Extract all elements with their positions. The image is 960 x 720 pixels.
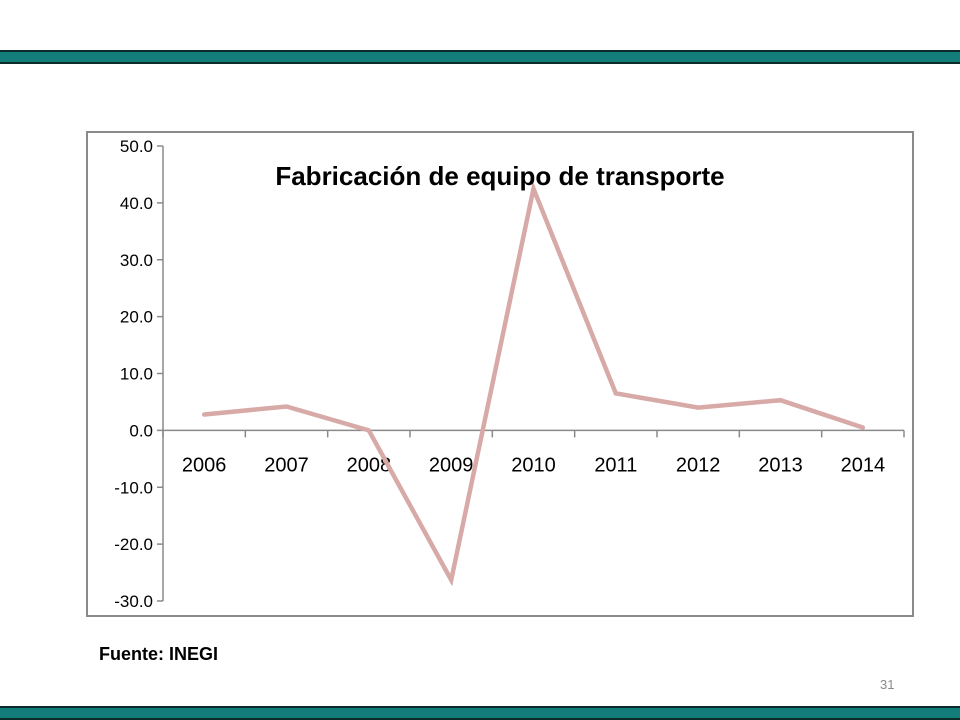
chart-title: Fabricación de equipo de transporte [275, 161, 724, 191]
page-number: 31 [880, 677, 895, 692]
y-tick-label: 40.0 [120, 194, 153, 213]
x-tick-label: 2009 [429, 454, 474, 476]
y-tick-label: 0.0 [129, 421, 153, 440]
series-line-0 [201, 180, 866, 587]
series-lines [201, 180, 866, 587]
y-tick-label: 10.0 [120, 365, 153, 384]
x-tick-label: 2014 [841, 454, 886, 476]
x-tick-label: 2008 [347, 454, 392, 476]
y-tick-label: -30.0 [114, 592, 153, 611]
x-axis: 2006 2007 2008 2009 2010 2011 2012 2013 2014 [162, 429, 905, 476]
y-tick-label: 30.0 [120, 251, 153, 270]
y-axis: 50.0 40.0 30.0 20.0 10.0 0.0 -10.0 -20.0 -30.0 [114, 137, 164, 611]
y-tick-label: -20.0 [114, 535, 153, 554]
bottom-decorative-band [0, 706, 960, 720]
top-decorative-band [0, 50, 960, 64]
source-label: Fuente: INEGI [99, 644, 219, 664]
chart-frame: 50.0 40.0 30.0 20.0 10.0 0.0 -10.0 -20.0 -30.0 2… [86, 131, 914, 617]
x-tick-label: 2006 [182, 454, 227, 476]
y-tick-label: 20.0 [120, 308, 153, 327]
line-chart: 50.0 40.0 30.0 20.0 10.0 0.0 -10.0 -20.0 -30.0 2… [114, 137, 905, 611]
x-tick-label: 2012 [676, 454, 721, 476]
x-tick-label: 2011 [594, 454, 637, 476]
x-tick-label: 2013 [758, 454, 803, 476]
y-tick-label: 50.0 [120, 137, 153, 156]
x-tick-label: 2007 [264, 454, 309, 476]
x-tick-label: 2010 [511, 454, 556, 476]
y-tick-label: -10.0 [114, 478, 153, 497]
